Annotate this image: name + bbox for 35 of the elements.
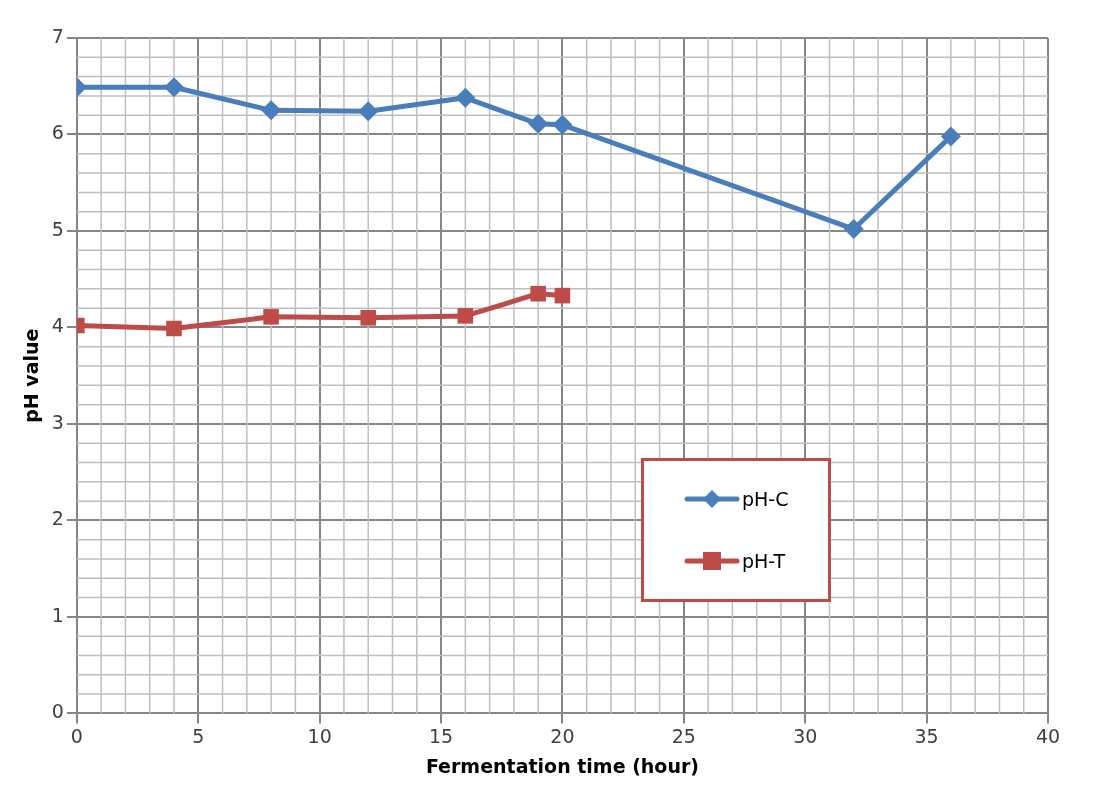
y-tick-label: 7 <box>51 24 64 47</box>
y-tick-label: 1 <box>51 603 64 626</box>
point <box>263 309 279 325</box>
point <box>940 126 961 147</box>
y-tick-label: 4 <box>51 314 64 337</box>
point <box>554 287 571 304</box>
x-tick-label: 0 <box>70 724 83 747</box>
y-tick-label: 0 <box>51 700 64 723</box>
x-tick-label: 15 <box>428 724 454 747</box>
point <box>457 308 474 324</box>
point <box>843 219 864 240</box>
x-tick-label: 25 <box>671 724 696 747</box>
y-axis-title: pH value <box>20 328 43 423</box>
x-tick-label: 30 <box>793 724 818 747</box>
x-tick-label: 5 <box>192 724 205 747</box>
point <box>530 285 546 302</box>
y-tick-label: 6 <box>51 121 64 144</box>
legend-label: pH-T <box>742 550 786 572</box>
point <box>552 114 573 135</box>
y-tick-label: 5 <box>51 217 64 240</box>
point <box>455 87 476 108</box>
x-tick-label: 35 <box>914 724 939 747</box>
legend-label: pH-C <box>742 488 789 510</box>
x-tick-label: 20 <box>550 724 575 747</box>
x-tick-label: 40 <box>1035 724 1061 747</box>
point <box>261 100 282 121</box>
point <box>166 320 182 337</box>
point <box>358 101 379 122</box>
y-tick-label: 3 <box>51 410 64 433</box>
point <box>164 77 184 98</box>
x-tick-label: 10 <box>307 724 332 747</box>
x-axis-title: Fermentation time (hour) <box>425 754 699 777</box>
y-tick-label: 2 <box>51 507 64 530</box>
point <box>528 113 549 134</box>
point <box>360 310 376 326</box>
